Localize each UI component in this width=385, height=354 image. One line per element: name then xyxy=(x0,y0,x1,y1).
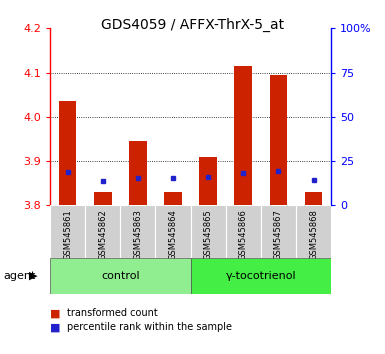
Bar xyxy=(191,258,331,294)
Bar xyxy=(156,205,191,258)
Bar xyxy=(191,205,226,258)
Text: GDS4059 / AFFX-ThrX-5_at: GDS4059 / AFFX-ThrX-5_at xyxy=(101,18,284,32)
Bar xyxy=(296,205,331,258)
Text: γ-tocotrienol: γ-tocotrienol xyxy=(226,271,296,281)
Bar xyxy=(305,192,322,205)
Bar xyxy=(121,205,156,258)
Text: agent: agent xyxy=(4,271,36,281)
Text: ■: ■ xyxy=(50,308,60,318)
Text: GSM545862: GSM545862 xyxy=(98,210,107,260)
Text: control: control xyxy=(101,271,140,281)
Text: GSM545865: GSM545865 xyxy=(204,210,213,260)
Text: GSM545868: GSM545868 xyxy=(309,210,318,261)
Text: percentile rank within the sample: percentile rank within the sample xyxy=(67,322,233,332)
Bar xyxy=(85,205,120,258)
Bar xyxy=(226,205,261,258)
Bar xyxy=(50,258,191,294)
Bar xyxy=(199,156,217,205)
Bar xyxy=(164,192,182,205)
Text: ▶: ▶ xyxy=(28,271,37,281)
Bar xyxy=(50,205,85,258)
Text: transformed count: transformed count xyxy=(67,308,158,318)
Bar xyxy=(59,101,76,205)
Text: GSM545864: GSM545864 xyxy=(169,210,177,260)
Bar xyxy=(261,205,296,258)
Text: GSM545866: GSM545866 xyxy=(239,210,248,261)
Bar xyxy=(129,141,147,205)
Text: GSM545861: GSM545861 xyxy=(63,210,72,260)
Bar xyxy=(234,66,252,205)
Text: ■: ■ xyxy=(50,322,60,332)
Bar xyxy=(94,192,112,205)
Bar xyxy=(270,75,287,205)
Text: GSM545863: GSM545863 xyxy=(133,210,142,261)
Text: GSM545867: GSM545867 xyxy=(274,210,283,261)
